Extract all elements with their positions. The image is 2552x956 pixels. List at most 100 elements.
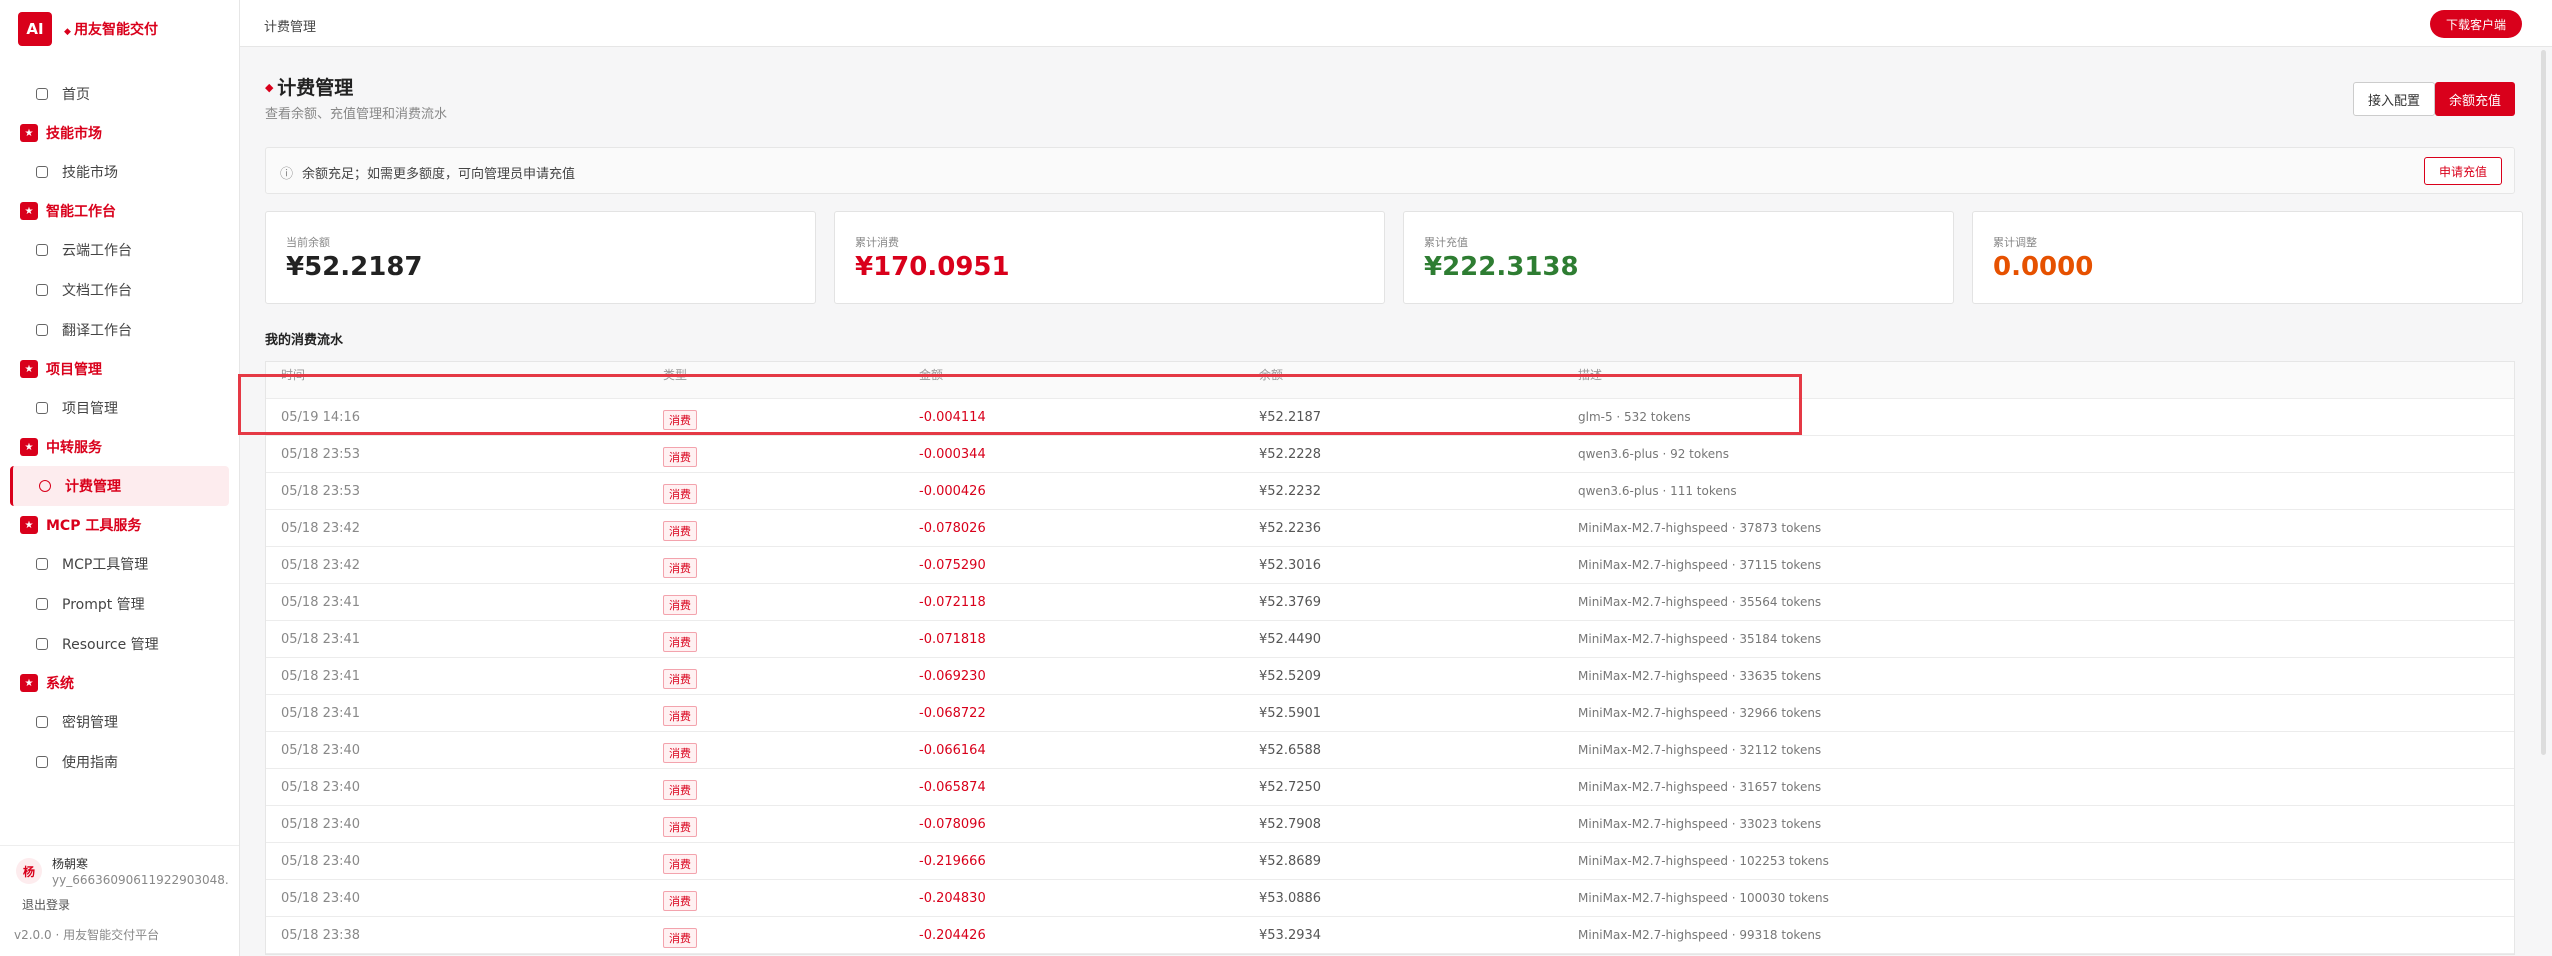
nav-item[interactable]: Resource 管理 xyxy=(10,624,229,664)
cell: -0.065874 xyxy=(919,780,986,795)
cell: MiniMax-M2.7-highspeed · 35564 tokens xyxy=(1578,595,1822,609)
table-row: 05/19 14:16 消费 -0.004114 ¥52.2187 glm-5 · 53… xyxy=(266,399,2514,436)
recharge-button[interactable]: 余额充值 xyxy=(2434,82,2515,116)
column-header: 余额 xyxy=(1259,368,1284,382)
cell: 消费 xyxy=(663,484,697,504)
nav-item[interactable]: 计费管理 xyxy=(10,466,229,506)
nav-label: 技能市场 xyxy=(62,165,118,181)
nav-item[interactable]: 项目管理 xyxy=(10,388,229,428)
cell: -0.068722 xyxy=(919,706,986,721)
nav-icon xyxy=(36,88,48,100)
cell: MiniMax-M2.7-highspeed · 33023 tokens xyxy=(1578,817,1822,831)
cell: 消费 xyxy=(663,891,697,911)
nav-icon xyxy=(36,244,48,256)
nav-icon xyxy=(36,756,48,768)
apply-button[interactable]: 申请充值 xyxy=(2423,157,2502,185)
table-row: 05/18 23:41 消费 -0.071818 ¥52.4490 MiniMax-M2… xyxy=(266,621,2514,658)
logo: AI xyxy=(18,12,52,46)
cell: 消费 xyxy=(663,521,697,541)
cell: -0.004114 xyxy=(919,410,986,425)
nav-item[interactable]: 首页 xyxy=(10,74,229,114)
cell: ¥52.2228 xyxy=(1259,447,1322,462)
nav-item[interactable]: 使用指南 xyxy=(10,742,229,782)
cell: 消费 xyxy=(663,928,697,948)
nav-label: Prompt 管理 xyxy=(62,597,145,613)
cell: 05/18 23:40 xyxy=(281,743,361,758)
cell: -0.204830 xyxy=(919,891,986,906)
nav-item[interactable]: Prompt 管理 xyxy=(10,584,229,624)
nav-item[interactable]: 密钥管理 xyxy=(10,702,229,742)
section-title: 智能工作台 xyxy=(46,204,116,220)
cell: ¥52.8689 xyxy=(1259,854,1322,869)
cell: 05/18 23:42 xyxy=(281,558,361,573)
table-row: 05/18 23:42 消费 -0.078026 ¥52.2236 MiniMax-M2… xyxy=(266,510,2514,547)
nav-section: ★ 系统 xyxy=(0,664,239,702)
topbar: 计费管理 下载客户端 xyxy=(240,0,2552,47)
cell: qwen3.6-plus · 92 tokens xyxy=(1578,447,1729,461)
section-icon: ★ xyxy=(20,202,38,220)
cell: ¥52.3016 xyxy=(1259,558,1322,573)
nav-item[interactable]: 文档工作台 xyxy=(10,270,229,310)
nav-section: ★ 中转服务 xyxy=(0,428,239,466)
notice: 余额充足；如需更多额度，可向管理员申请充值 申请充值 xyxy=(265,147,2515,194)
breadcrumb: 计费管理 xyxy=(264,20,317,35)
cell: 消费 xyxy=(663,743,697,763)
nav-item[interactable]: 技能市场 xyxy=(10,152,229,192)
logout[interactable]: 退出登录 xyxy=(22,898,71,912)
cell: -0.204426 xyxy=(919,928,986,943)
brand: AI 用友智能交付 xyxy=(0,0,239,58)
cell: 05/18 23:42 xyxy=(281,521,361,536)
table-row: 05/18 23:40 消费 -0.065874 ¥52.7250 MiniMax-M2… xyxy=(266,769,2514,806)
cell: ¥52.2236 xyxy=(1259,521,1322,536)
section-title: MCP 工具服务 xyxy=(46,518,142,534)
stat-card: 累计调整 0.0000 xyxy=(1972,211,2523,304)
nav-label: 首页 xyxy=(62,87,90,103)
nav-item[interactable]: 翻译工作台 xyxy=(10,310,229,350)
nav-item[interactable]: MCP工具管理 xyxy=(10,544,229,584)
cell: 05/19 14:16 xyxy=(281,410,361,425)
table-row: 05/18 23:40 消费 -0.078096 ¥52.7908 MiniMax-M2… xyxy=(266,806,2514,843)
page-title: 计费管理 xyxy=(265,73,353,100)
page-subtitle: 查看余额、充值管理和消费流水 xyxy=(265,107,448,122)
cell: -0.066164 xyxy=(919,743,986,758)
section-title: 中转服务 xyxy=(46,440,102,456)
user-name: 杨朝寒 xyxy=(52,857,89,871)
download-button[interactable]: 下载客户端 xyxy=(2429,10,2522,38)
cell: 05/18 23:38 xyxy=(281,928,361,943)
cell: MiniMax-M2.7-highspeed · 32966 tokens xyxy=(1578,706,1822,720)
cell: ¥53.2934 xyxy=(1259,928,1322,943)
notice-text: 余额充足；如需更多额度，可向管理员申请充值 xyxy=(280,163,575,182)
nav-label: 使用指南 xyxy=(62,755,118,771)
cell: -0.078096 xyxy=(919,817,986,832)
scrollbar xyxy=(2541,50,2546,755)
section-icon: ★ xyxy=(20,124,38,142)
nav-section: ★ MCP 工具服务 xyxy=(0,506,239,544)
stat-value: ¥52.2187 xyxy=(286,252,423,282)
config-button[interactable]: 接入配置 xyxy=(2352,82,2435,116)
table-row: 05/18 23:41 消费 -0.068722 ¥52.5901 MiniMax-M2… xyxy=(266,695,2514,732)
nav-item[interactable]: 云端工作台 xyxy=(10,230,229,270)
table: 时间 类型 金额 余额 描述 05/19 14:16 消费 -0.004114 ¥52.2187… xyxy=(265,361,2515,955)
user-panel: 杨 杨朝寒 yy_66636090611922903048... xyxy=(0,845,239,887)
nav-icon xyxy=(36,324,48,336)
section-icon: ★ xyxy=(20,674,38,692)
brand-name: 用友智能交付 xyxy=(64,19,158,39)
nav-icon xyxy=(36,402,48,414)
cell: ¥52.5901 xyxy=(1259,706,1322,721)
cell: 05/18 23:53 xyxy=(281,484,361,499)
table-row: 05/18 23:41 消费 -0.069230 ¥52.5209 MiniMax-M2… xyxy=(266,658,2514,695)
nav-icon xyxy=(36,284,48,296)
cell: ¥52.4490 xyxy=(1259,632,1322,647)
table-row: 05/18 23:40 消费 -0.066164 ¥52.6588 MiniMax-M2… xyxy=(266,732,2514,769)
cell: glm-5 · 532 tokens xyxy=(1578,410,1691,424)
table-row: 05/18 23:40 消费 -0.219666 ¥52.8689 MiniMax-M2… xyxy=(266,843,2514,880)
cell: 消费 xyxy=(663,669,697,689)
stat-label: 累计消费 xyxy=(855,236,899,249)
cell: 消费 xyxy=(663,558,697,578)
section-title: 技能市场 xyxy=(46,126,102,142)
nav-label: 翻译工作台 xyxy=(62,323,132,339)
section-icon: ★ xyxy=(20,360,38,378)
nav-icon xyxy=(36,716,48,728)
stat-value: ¥170.0951 xyxy=(855,252,1010,282)
